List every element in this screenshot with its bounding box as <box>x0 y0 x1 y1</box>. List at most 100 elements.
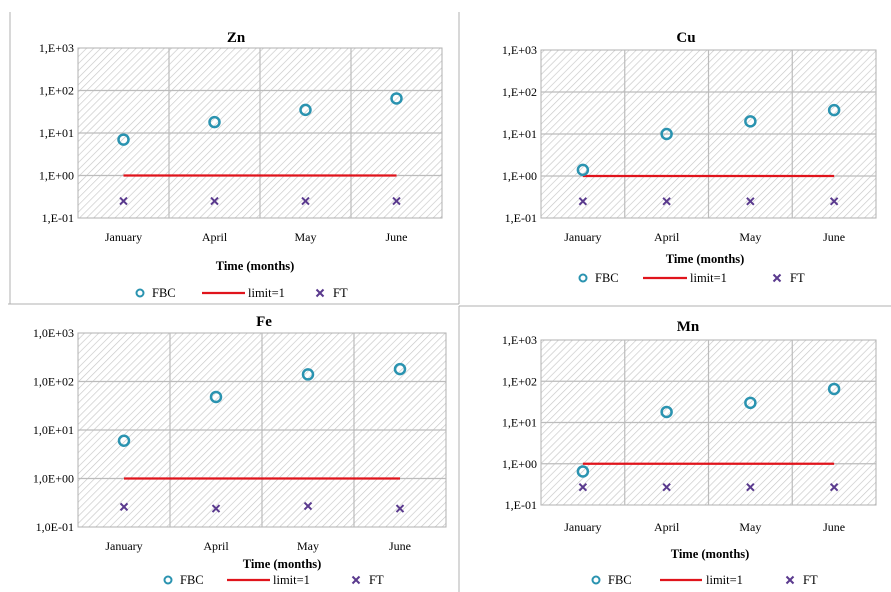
ft-point-stroke-b <box>301 196 310 206</box>
ft-point-stroke-b <box>662 482 671 492</box>
x-tick-label: January <box>564 230 601 244</box>
x-tick-label: May <box>739 230 761 244</box>
y-tick-label: 1,E+03 <box>502 333 537 347</box>
ft-point <box>829 482 839 492</box>
x-axis-title: Time (months) <box>666 252 745 266</box>
fbc-point <box>301 368 315 381</box>
fbc-point <box>827 103 841 117</box>
ft-point-stroke-b <box>303 501 313 511</box>
x-tick-label: May <box>297 539 319 553</box>
ft-point <box>395 504 405 513</box>
x-tick-label: January <box>105 230 142 244</box>
legend: FBC limit=1 FT <box>163 573 384 587</box>
chart-title: Cu <box>676 30 695 46</box>
y-tick-label: 1,E+02 <box>502 374 537 388</box>
legend-fbc-label: FBC <box>152 286 176 300</box>
x-tick-label: May <box>295 230 317 244</box>
y-tick-label: 1,0E+01 <box>33 423 74 437</box>
legend-ft-marker <box>351 575 361 585</box>
x-tick-label: April <box>202 230 228 244</box>
ft-point-stroke-b <box>746 197 755 206</box>
fbc-point <box>660 127 673 141</box>
fbc-point <box>390 92 403 105</box>
legend-ft-marker-stroke-b <box>351 575 361 585</box>
legend-fbc-marker <box>163 575 173 585</box>
y-tick-label: 1,0E+02 <box>33 375 74 389</box>
x-tick-label: June <box>823 230 845 244</box>
ft-point-stroke-b <box>395 504 405 513</box>
y-tick-label: 1,0E-01 <box>36 520 74 534</box>
y-tick-label: 1,E+02 <box>39 84 74 98</box>
ft-point <box>303 501 313 511</box>
ft-point <box>119 502 129 512</box>
y-tick-label: 1,E-01 <box>505 498 537 512</box>
legend-ft-label: FT <box>333 286 348 300</box>
fbc-point <box>393 362 407 376</box>
legend-ft-label: FT <box>803 573 818 587</box>
legend-ft-marker-stroke-b <box>772 273 782 283</box>
y-tick-label: 1,E+00 <box>39 169 74 183</box>
chart-title: Zn <box>227 30 246 46</box>
y-tick-label: 1,E+00 <box>502 457 537 471</box>
ft-point <box>746 197 755 206</box>
ft-point-stroke-b <box>211 504 221 513</box>
legend-ft-marker <box>772 273 782 283</box>
x-axis-title: Time (months) <box>216 259 295 273</box>
chart-panel-fe: Fe 1,0E-01 1,0E+00 1,0E+01 1,0E+02 1,0E+03 Jan… <box>33 314 447 587</box>
legend-ft-marker-stroke-b <box>785 575 795 585</box>
x-tick-label: April <box>654 230 680 244</box>
ft-point-stroke-b <box>829 482 839 492</box>
ft-point <box>578 482 588 492</box>
x-axis-title: Time (months) <box>671 547 750 561</box>
legend-limit-label: limit=1 <box>273 573 310 587</box>
y-tick-label: 1,0E+00 <box>33 472 74 486</box>
legend-limit-label: limit=1 <box>706 573 743 587</box>
ft-point-stroke-b <box>210 196 219 206</box>
y-tick-label: 1,E+01 <box>502 416 537 430</box>
x-tick-label: June <box>386 230 408 244</box>
x-tick-label: June <box>389 539 411 553</box>
y-tick-label: 1,E+02 <box>502 85 537 99</box>
ft-point <box>119 196 128 206</box>
legend-ft-marker <box>785 575 795 585</box>
ft-point <box>662 197 671 206</box>
fbc-point <box>117 434 131 448</box>
x-tick-label: June <box>823 520 845 534</box>
ft-point <box>392 196 401 206</box>
ft-point <box>662 482 671 492</box>
legend-fbc-label: FBC <box>608 573 632 587</box>
y-tick-label: 1,0E+03 <box>33 326 74 340</box>
fbc-point <box>576 465 590 478</box>
x-tick-label: January <box>105 539 142 553</box>
fbc-point <box>209 390 223 404</box>
ft-point <box>578 197 588 206</box>
legend-fbc-marker <box>591 575 601 585</box>
chart-panel-mn: Mn 1,E-01 1,E+00 1,E+01 1,E+02 1,E+03 January A… <box>502 319 877 587</box>
y-tick-label: 1,E+01 <box>39 126 74 140</box>
legend-limit-label: limit=1 <box>248 286 285 300</box>
ft-point <box>211 504 221 513</box>
x-tick-label: April <box>203 539 229 553</box>
fbc-point <box>827 382 841 396</box>
ft-point-stroke-b <box>829 197 839 206</box>
fbc-point <box>299 103 312 117</box>
y-tick-label: 1,E+03 <box>39 41 74 55</box>
legend-limit-label: limit=1 <box>690 271 727 285</box>
legend-fbc-marker <box>135 288 145 298</box>
legend-fbc-label: FBC <box>595 271 619 285</box>
fbc-point <box>576 163 590 177</box>
y-tick-label: 1,E+00 <box>502 169 537 183</box>
ft-point <box>746 482 755 492</box>
fbc-point <box>208 115 221 129</box>
ft-point-stroke-b <box>119 196 128 206</box>
ft-point-stroke-b <box>662 197 671 206</box>
ft-point-stroke-b <box>578 197 588 206</box>
legend: FBC limit=1 FT <box>135 286 348 300</box>
y-tick-label: 1,E-01 <box>42 211 74 225</box>
y-tick-label: 1,E-01 <box>505 211 537 225</box>
ft-point <box>210 196 219 206</box>
x-axis-title: Time (months) <box>243 557 322 571</box>
legend-ft-marker <box>315 288 325 298</box>
ft-point-stroke-b <box>392 196 401 206</box>
